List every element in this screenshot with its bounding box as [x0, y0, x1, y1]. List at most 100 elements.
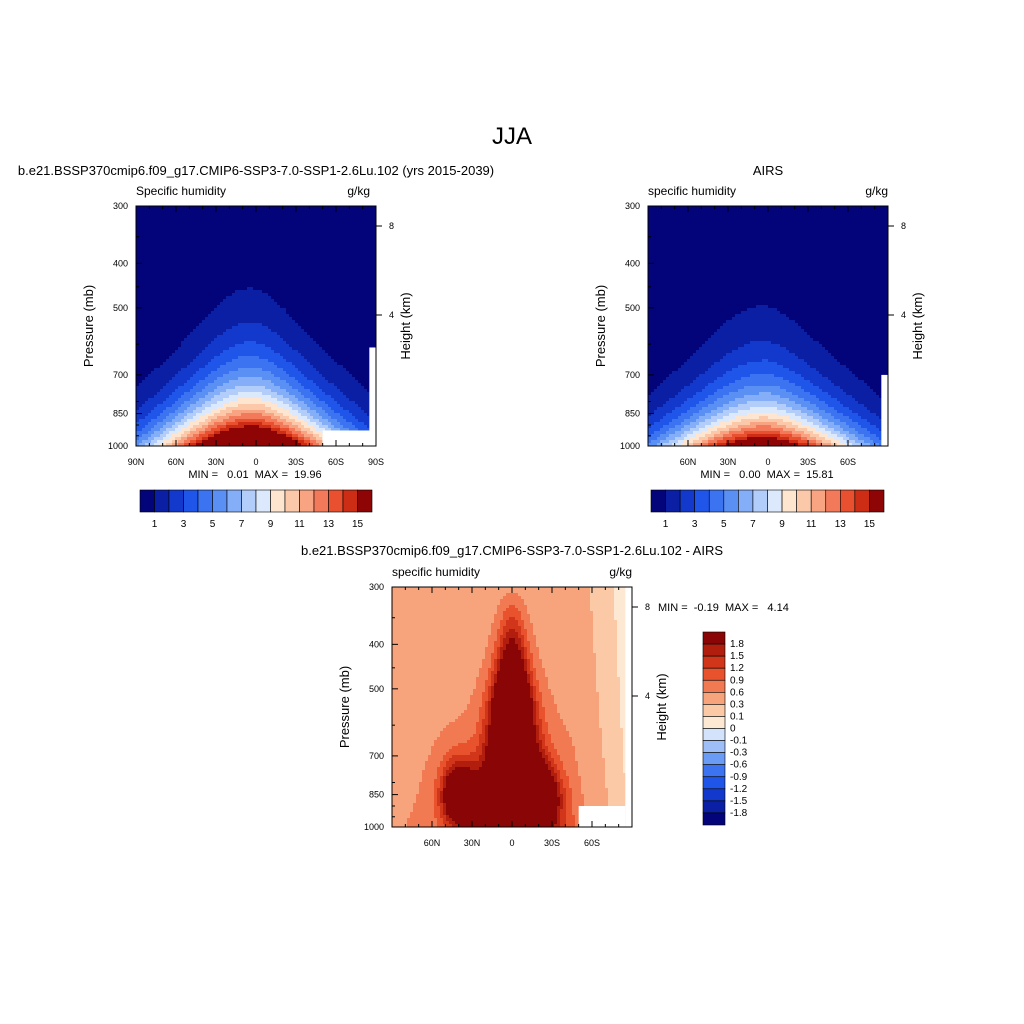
contour-cell [214, 275, 218, 279]
contour-cell [265, 338, 269, 342]
contour-cell [310, 248, 314, 252]
contour-cell [349, 251, 353, 255]
contour-cell [154, 389, 158, 393]
contour-cell [271, 341, 275, 345]
contour-cell [193, 359, 197, 363]
contour-cell [283, 212, 287, 216]
contour-cell [328, 335, 332, 339]
contour-cell [304, 335, 308, 339]
contour-cell [301, 311, 305, 315]
contour-cell [295, 287, 299, 291]
contour-cell [217, 320, 221, 324]
contour-cell [268, 263, 272, 267]
contour-cell [208, 341, 212, 345]
contour-cell [223, 347, 227, 351]
contour-cell [355, 287, 359, 291]
contour-cell [160, 248, 164, 252]
contour-cell [367, 365, 371, 369]
contour-cell [136, 326, 140, 330]
contour-cell [328, 329, 332, 333]
contour-cell [286, 347, 290, 351]
contour-cell [349, 221, 353, 225]
contour-cell [361, 281, 365, 285]
contour-cell [169, 290, 173, 294]
contour-cell [319, 212, 323, 216]
contour-cell [199, 338, 203, 342]
contour-cell [169, 251, 173, 255]
contour-cell [343, 224, 347, 228]
contour-cell [271, 329, 275, 333]
contour-cell [352, 257, 356, 261]
contour-cell [268, 215, 272, 219]
contour-cell [373, 338, 376, 342]
contour-cell [355, 329, 359, 333]
contour-cell [367, 320, 371, 324]
contour-cell [313, 281, 317, 285]
contour-cell [205, 323, 209, 327]
contour-cell [178, 260, 182, 264]
contour-cell [343, 353, 347, 357]
contour-cell [361, 305, 365, 309]
contour-cell [256, 215, 260, 219]
contour-cell [361, 233, 365, 237]
contour-cell [205, 272, 209, 276]
contour-cell [313, 347, 317, 351]
contour-cell [307, 347, 311, 351]
contour-cell [172, 275, 176, 279]
contour-cell [364, 335, 368, 339]
contour-cell [361, 215, 365, 219]
contour-cell [286, 320, 290, 324]
contour-cell [232, 266, 236, 270]
contour-cell [262, 365, 266, 369]
contour-cell [229, 224, 233, 228]
contour-cell [265, 242, 269, 246]
contour-cell [235, 260, 239, 264]
contour-cell [241, 359, 245, 363]
contour-cell [310, 278, 314, 282]
contour-cell [286, 299, 290, 303]
contour-cell [175, 317, 179, 321]
contour-cell [337, 320, 341, 324]
contour-cell [217, 266, 221, 270]
contour-cell [301, 248, 305, 252]
contour-cell [160, 365, 164, 369]
contour-cell [292, 290, 296, 294]
contour-cell [205, 371, 209, 375]
contour-cell [340, 296, 344, 300]
contour-cell [157, 362, 161, 366]
contour-cell [283, 311, 287, 315]
contour-cell [325, 350, 329, 354]
contour-cell [355, 221, 359, 225]
contour-cell [313, 377, 317, 381]
contour-cell [172, 386, 176, 390]
contour-cell [193, 347, 197, 351]
contour-cell [256, 230, 260, 234]
contour-cell [226, 389, 230, 393]
contour-cell [142, 311, 146, 315]
contour-cell [250, 374, 254, 378]
contour-cell [256, 380, 260, 384]
contour-cell [334, 380, 338, 384]
contour-cell [157, 296, 161, 300]
contour-cell [337, 311, 341, 315]
contour-cell [226, 230, 230, 234]
contour-cell [349, 362, 353, 366]
contour-cell [259, 377, 263, 381]
contour-cell [223, 377, 227, 381]
contour-cell [151, 374, 155, 378]
contour-cell [151, 224, 155, 228]
contour-cell [211, 251, 215, 255]
contour-cell [271, 269, 275, 273]
contour-cell [244, 335, 248, 339]
contour-cell [316, 224, 320, 228]
contour-cell [145, 392, 149, 396]
contour-cell [280, 353, 284, 357]
contour-cell [244, 377, 248, 381]
contour-cell [187, 323, 191, 327]
contour-cell [310, 374, 314, 378]
contour-cell [136, 275, 140, 279]
contour-cell [349, 353, 353, 357]
contour-cell [286, 389, 290, 393]
contour-cell [250, 365, 254, 369]
contour-cell [322, 335, 326, 339]
